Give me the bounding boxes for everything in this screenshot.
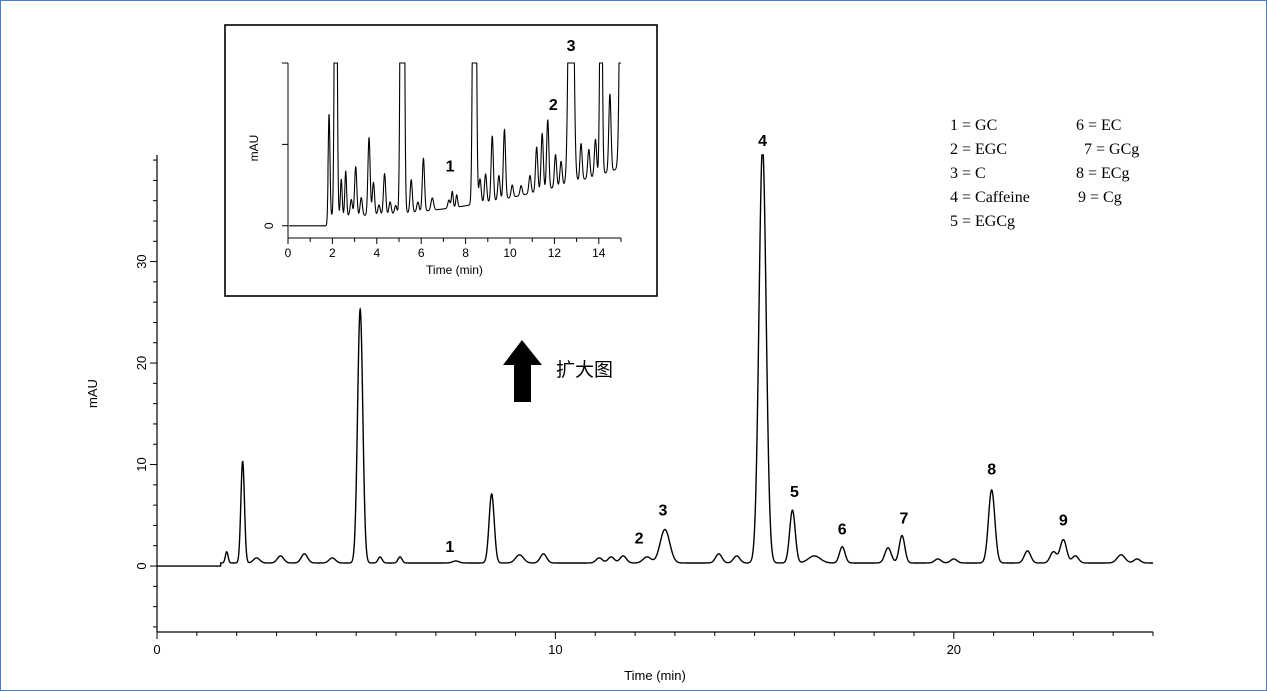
inset-peak-labels: 1 2 3 xyxy=(446,38,576,175)
peak-label-3: 3 xyxy=(659,502,668,519)
legend-entry: 8 = ECg xyxy=(1076,165,1129,182)
legend-entry: 3 = C xyxy=(950,165,986,182)
x-tick-label: 10 xyxy=(548,642,562,657)
peak-label-1: 1 xyxy=(445,539,454,556)
x-tick-label: 20 xyxy=(947,642,961,657)
legend-entry: 1 = GC xyxy=(950,117,997,134)
inset-peak-label-1: 1 xyxy=(446,158,455,175)
inset-y-tick-label: 0 xyxy=(262,222,276,229)
up-arrow-icon xyxy=(503,340,542,402)
zoom-annotation-text: 扩大图 xyxy=(556,359,613,381)
inset-x-tick-label: 6 xyxy=(418,246,425,260)
peak-label-4: 4 xyxy=(758,133,767,150)
legend-entry: 5 = EGCg xyxy=(950,213,1015,230)
inset-frame xyxy=(224,24,658,297)
x-axis-title: Time (min) xyxy=(624,668,686,683)
inset-x-tick-label: 14 xyxy=(592,246,606,260)
inset-peak-label-3: 3 xyxy=(567,38,576,55)
peak-label-8: 8 xyxy=(987,462,996,479)
y-tick-label: 20 xyxy=(134,356,149,370)
peak-label-2: 2 xyxy=(635,531,644,548)
main-chromatogram-trace xyxy=(157,154,1153,567)
inset-x-tick-label: 10 xyxy=(503,246,517,260)
inset-chart: 0 2 4 6 8 10 12 140 123 Time (min) mAU xyxy=(224,24,658,297)
legend-entry: 9 = Cg xyxy=(1078,189,1122,206)
legend-entry: 7 = GCg xyxy=(1084,141,1139,158)
y-tick-label: 10 xyxy=(134,457,149,471)
inset-y-axis-title: mAU xyxy=(247,135,261,162)
y-tick-label: 0 xyxy=(134,562,149,569)
peak-label-6: 6 xyxy=(838,522,847,539)
inset-x-tick-label: 4 xyxy=(373,246,380,260)
legend-entry: 2 = EGC xyxy=(950,141,1007,158)
legend-entry: 6 = EC xyxy=(1076,117,1121,134)
zoom-arrow-annotation: 扩大图 xyxy=(503,340,613,402)
inset-x-tick-label: 2 xyxy=(329,246,336,260)
inset-peak-label-2: 2 xyxy=(549,97,558,114)
legend-entry: 4 = Caffeine xyxy=(950,189,1030,206)
y-tick-label: 30 xyxy=(134,254,149,268)
inset-x-tick-label: 8 xyxy=(462,246,469,260)
inset-x-tick-label: 0 xyxy=(285,246,292,260)
x-tick-label: 0 xyxy=(153,642,160,657)
inset-x-tick-label: 12 xyxy=(548,246,562,260)
peak-label-7: 7 xyxy=(900,510,909,527)
y-axis-title: mAU xyxy=(85,379,100,408)
inset-chromatogram-trace xyxy=(289,62,621,227)
peak-label-5: 5 xyxy=(790,484,799,501)
inset-axes: 0 2 4 6 8 10 12 140 xyxy=(262,62,622,260)
peak-label-9: 9 xyxy=(1059,512,1068,529)
inset-x-axis-title: Time (min) xyxy=(426,263,483,277)
legend: 1 = GC 2 = EGC 3 = C 4 = Caffeine 5 = EG… xyxy=(950,117,1139,230)
